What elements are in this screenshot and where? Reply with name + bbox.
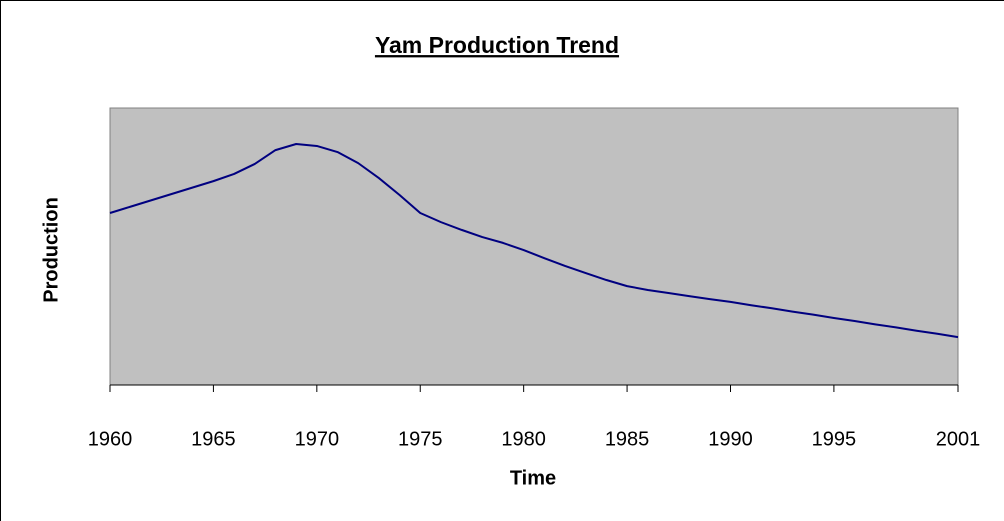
x-tick-label: 1995 bbox=[812, 428, 857, 450]
x-tick-label: 1985 bbox=[605, 428, 650, 450]
x-tick-label: 1965 bbox=[191, 428, 236, 450]
x-tick-label: 1980 bbox=[501, 428, 546, 450]
x-tick-label: 1970 bbox=[295, 428, 340, 450]
plot-area bbox=[109, 107, 959, 386]
x-tick-label: 2001 bbox=[936, 428, 981, 450]
y-axis-label: Production bbox=[40, 197, 62, 303]
data-line bbox=[109, 143, 959, 339]
chart-title: Yam Production Trend bbox=[375, 32, 619, 58]
x-tick-label: 1990 bbox=[708, 428, 753, 450]
x-axis-label: Time bbox=[510, 467, 556, 489]
x-tick-label: 1960 bbox=[88, 428, 133, 450]
x-tick-label: 1975 bbox=[398, 428, 443, 450]
